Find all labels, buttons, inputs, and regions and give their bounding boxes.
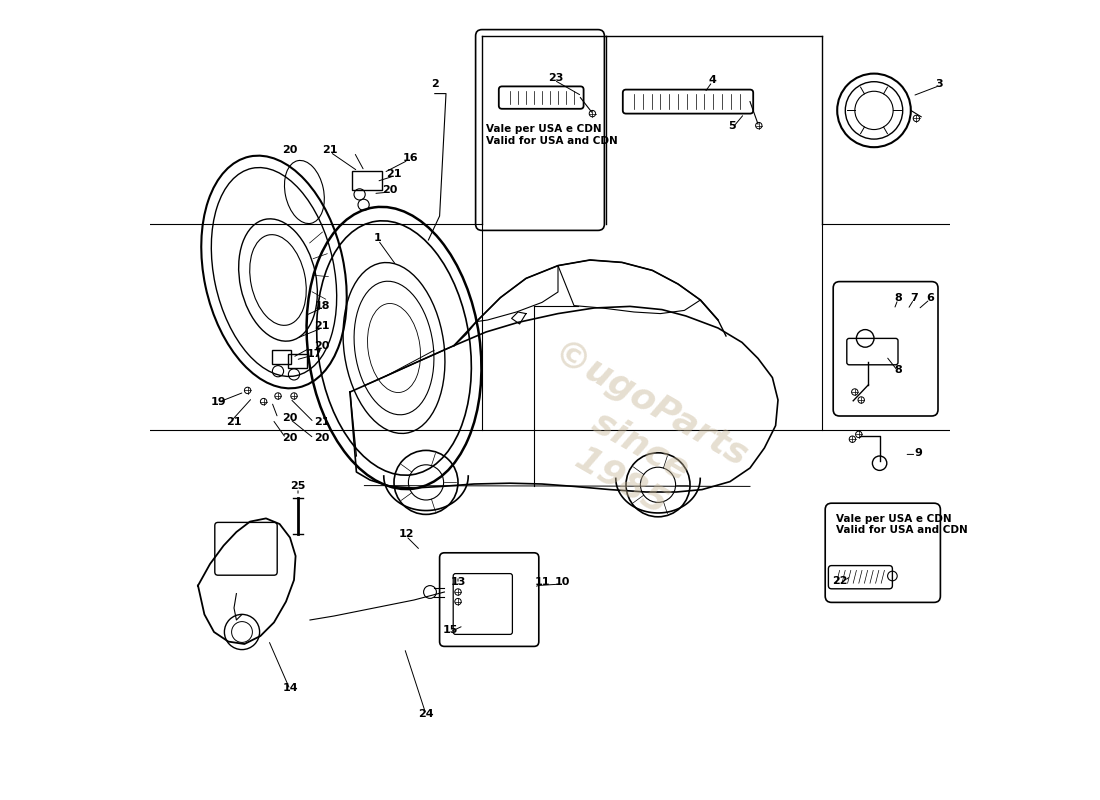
Text: 17: 17 <box>306 350 321 359</box>
Text: 21: 21 <box>386 170 402 179</box>
Text: 4: 4 <box>708 75 716 85</box>
Text: 8: 8 <box>894 293 902 302</box>
Text: ©ugoParts
  since
  1985: ©ugoParts since 1985 <box>507 337 752 543</box>
Text: 21: 21 <box>315 418 330 427</box>
Text: 5: 5 <box>728 122 736 131</box>
Text: 14: 14 <box>283 683 298 693</box>
Text: 21: 21 <box>322 146 338 155</box>
Text: 25: 25 <box>290 482 306 491</box>
Text: 20: 20 <box>283 434 298 443</box>
Text: 2: 2 <box>431 79 439 89</box>
Text: 3: 3 <box>936 79 944 89</box>
Text: 13: 13 <box>450 578 465 587</box>
Text: 6: 6 <box>926 293 934 302</box>
Text: 23: 23 <box>548 74 563 83</box>
Text: Vale per USA e CDN
Valid for USA and CDN: Vale per USA e CDN Valid for USA and CDN <box>836 514 968 535</box>
Text: 7: 7 <box>910 293 917 302</box>
Bar <box>352 171 382 190</box>
Text: 24: 24 <box>418 710 433 719</box>
Bar <box>287 354 307 368</box>
Text: Vale per USA e CDN
Valid for USA and CDN: Vale per USA e CDN Valid for USA and CDN <box>486 124 618 146</box>
Text: 18: 18 <box>315 302 330 311</box>
Text: 12: 12 <box>398 530 414 539</box>
Text: 20: 20 <box>315 434 330 443</box>
Text: 19: 19 <box>210 398 225 407</box>
Text: 21: 21 <box>227 418 242 427</box>
Text: 20: 20 <box>315 342 330 351</box>
Text: 10: 10 <box>554 578 570 587</box>
Text: 22: 22 <box>832 576 847 586</box>
Text: 8: 8 <box>894 366 902 375</box>
Text: 11: 11 <box>535 578 550 587</box>
Bar <box>272 350 290 364</box>
Text: 9: 9 <box>914 448 922 458</box>
Text: 16: 16 <box>403 154 418 163</box>
Text: 15: 15 <box>442 626 458 635</box>
Text: 21: 21 <box>315 322 330 331</box>
Text: 20: 20 <box>283 414 298 423</box>
Text: 1: 1 <box>374 234 382 243</box>
Text: 20: 20 <box>383 186 398 195</box>
Text: 20: 20 <box>283 146 298 155</box>
